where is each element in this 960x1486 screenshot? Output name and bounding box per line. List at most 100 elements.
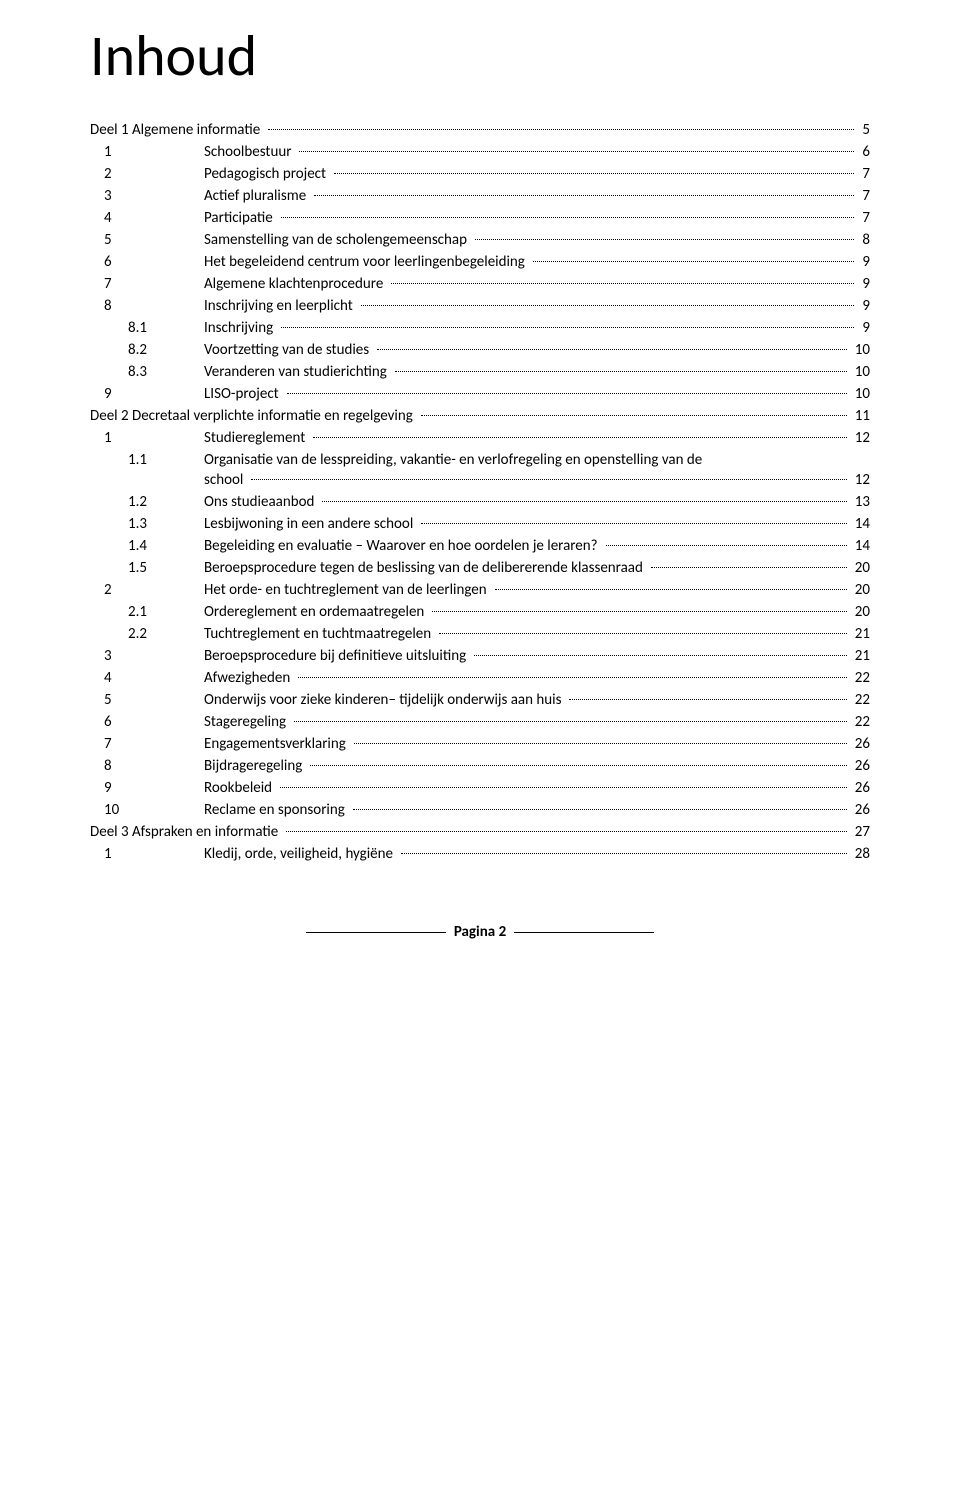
toc-entry-number: 8.3 <box>128 363 204 381</box>
toc-dots <box>298 677 847 678</box>
toc-entry-label: Reclame en sponsoring <box>204 801 349 819</box>
toc-entry: 9LISO-project10 <box>90 385 870 403</box>
toc-entry: 1.4Begeleiding en evaluatie – Waarover e… <box>90 537 870 555</box>
toc-dots <box>354 743 847 744</box>
toc-entry-page: 14 <box>851 537 870 555</box>
toc-dots <box>421 415 847 416</box>
toc-entry: 1Kledij, orde, veiligheid, hygiëne28 <box>90 845 870 863</box>
toc-entry-label: Afwezigheden <box>204 669 294 687</box>
toc-entry-label: Voortzetting van de studies <box>204 341 373 359</box>
toc-entry: 2Pedagogisch project7 <box>90 165 870 183</box>
toc-dots <box>353 809 847 810</box>
toc-entry: 10Reclame en sponsoring26 <box>90 801 870 819</box>
toc-entry-page: 12 <box>851 471 870 489</box>
toc-entry-number: 2 <box>104 165 204 183</box>
toc-entry-label: Deel 3 Afspraken en informatie <box>90 823 282 841</box>
toc-entry-number: 9 <box>104 779 204 797</box>
toc-entry: 4Afwezigheden22 <box>90 669 870 687</box>
toc-dots <box>251 479 846 480</box>
toc-entry-number: 1.1 <box>128 451 204 469</box>
toc-dots <box>334 173 854 174</box>
toc-dots <box>533 261 855 262</box>
toc-dots <box>281 217 855 218</box>
toc-entry-label: Ons studieaanbod <box>204 493 318 511</box>
toc-dots <box>475 239 854 240</box>
toc-entry-page: 26 <box>851 757 870 775</box>
toc-entry-label: Het orde- en tuchtreglement van de leerl… <box>204 581 491 599</box>
toc-entry-number: 9 <box>104 385 204 403</box>
toc-entry-number: 2 <box>104 581 204 599</box>
toc-entry-label: Veranderen van studierichting <box>204 363 391 381</box>
toc-entry: 2Het orde- en tuchtreglement van de leer… <box>90 581 870 599</box>
toc-dots <box>314 195 854 196</box>
toc-entry-page: 26 <box>851 801 870 819</box>
toc-entry-label: school <box>204 471 247 489</box>
toc-entry-page: 9 <box>858 275 870 293</box>
toc-dots <box>313 437 847 438</box>
toc-entry-page: 13 <box>851 493 870 511</box>
toc-entry-number: 1.3 <box>128 515 204 533</box>
toc-entry-label: Begeleiding en evaluatie – Waarover en h… <box>204 537 602 555</box>
toc-entry-label: Samenstelling van de scholengemeenschap <box>204 231 471 249</box>
toc-entry: 7Algemene klachtenprocedure 9 <box>90 275 870 293</box>
toc-entry-label: Studiereglement <box>204 429 309 447</box>
toc-entry-label: Deel 1 Algemene informatie <box>90 121 264 139</box>
toc-entry-page: 14 <box>851 515 870 533</box>
toc-entry-page: 5 <box>858 121 870 139</box>
toc-dots <box>322 501 846 502</box>
toc-entry-label: Beroepsprocedure tegen de beslissing van… <box>204 559 647 577</box>
toc-dots <box>377 349 847 350</box>
footer-rule-right <box>514 932 654 933</box>
toc-entry-page: 26 <box>851 779 870 797</box>
toc-entry-page: 11 <box>851 407 870 425</box>
toc-entry-number: 5 <box>104 691 204 709</box>
toc-entry-page: 21 <box>851 625 870 643</box>
toc-entry-page: 20 <box>851 603 870 621</box>
toc-entry-page: 7 <box>858 209 870 227</box>
toc-entry-label: Actief pluralisme <box>204 187 310 205</box>
toc-entry-label: Algemene klachtenprocedure <box>204 275 387 293</box>
toc-dots <box>432 611 846 612</box>
toc-entry-number: 3 <box>104 187 204 205</box>
toc-entry-label: Rookbeleid <box>204 779 276 797</box>
toc-entry: 3Actief pluralisme7 <box>90 187 870 205</box>
toc-entry: 8.2Voortzetting van de studies10 <box>90 341 870 359</box>
toc-entry-page: 10 <box>851 363 870 381</box>
toc-entry-page: 9 <box>858 319 870 337</box>
toc-entry: 1.2Ons studieaanbod 13 <box>90 493 870 511</box>
toc-entry: 7Engagementsverklaring26 <box>90 735 870 753</box>
toc-dots <box>310 765 846 766</box>
toc-entry: 4Participatie7 <box>90 209 870 227</box>
toc-dots <box>651 567 847 568</box>
toc-entry-number: 8.2 <box>128 341 204 359</box>
toc-entry-page: 20 <box>851 581 870 599</box>
toc-entry: 8Bijdrageregeling26 <box>90 757 870 775</box>
toc-entry-label: Het begeleidend centrum voor leerlingenb… <box>204 253 529 271</box>
toc-entry-number: 7 <box>104 275 204 293</box>
toc-entry-label: Onderwijs voor zieke kinderen– tijdelijk… <box>204 691 565 709</box>
toc-entry-label: Lesbijwoning in een andere school <box>204 515 417 533</box>
page-number-label: Pagina 2 <box>454 923 506 941</box>
toc-entry-number: 1.2 <box>128 493 204 511</box>
toc-entry-number: 8 <box>104 757 204 775</box>
toc-entry-page: 21 <box>851 647 870 665</box>
toc-dots <box>299 151 854 152</box>
toc-entry-number: 8.1 <box>128 319 204 337</box>
toc-dots <box>294 721 847 722</box>
toc-entry: Deel 1 Algemene informatie 5 <box>90 121 870 139</box>
toc-entry: 1Schoolbestuur6 <box>90 143 870 161</box>
toc-entry: 8.1Inschrijving9 <box>90 319 870 337</box>
toc-dots <box>280 787 847 788</box>
toc-entry-page: 22 <box>851 713 870 731</box>
toc-dots <box>287 393 847 394</box>
toc-entry-number: 5 <box>104 231 204 249</box>
toc-entry-number: 7 <box>104 735 204 753</box>
toc-entry: Deel 2 Decretaal verplichte informatie e… <box>90 407 870 425</box>
toc-dots <box>281 327 854 328</box>
toc-entry-page: 26 <box>851 735 870 753</box>
toc-dots <box>421 523 847 524</box>
toc-entry: 6Stageregeling22 <box>90 713 870 731</box>
toc-entry-number: 1.5 <box>128 559 204 577</box>
toc-dots <box>361 305 855 306</box>
toc-entry-page: 22 <box>851 669 870 687</box>
